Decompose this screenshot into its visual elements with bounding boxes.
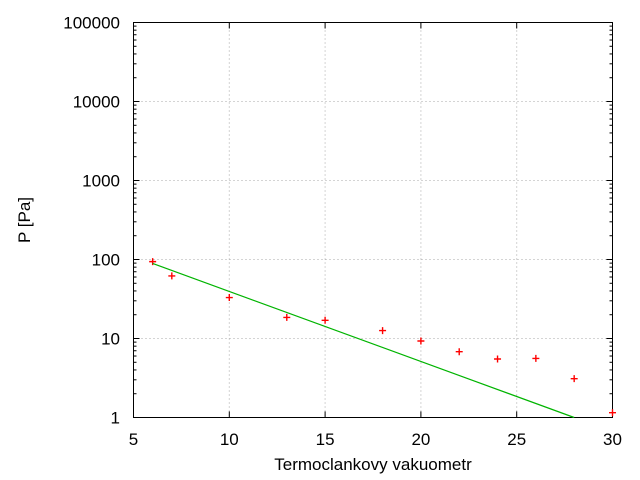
gridlines bbox=[133, 22, 613, 418]
data-point-marker bbox=[379, 327, 387, 335]
data-point-marker bbox=[321, 316, 329, 324]
data-point-marker bbox=[283, 313, 291, 321]
data-series bbox=[149, 258, 616, 419]
x-tick-label: 20 bbox=[411, 430, 430, 449]
fit-line bbox=[152, 262, 575, 419]
y-tick-labels: 1 10 100 1000 10000 100000 bbox=[63, 14, 120, 428]
axis-ticks bbox=[133, 22, 613, 418]
plot-frame bbox=[133, 22, 613, 418]
y-tick-label: 100 bbox=[92, 251, 120, 270]
x-tick-label: 5 bbox=[129, 430, 138, 449]
x-tick-labels: 5 10 15 20 25 30 bbox=[129, 430, 622, 449]
x-tick-label: 10 bbox=[220, 430, 239, 449]
y-tick-label: 10000 bbox=[73, 93, 120, 112]
data-point-marker bbox=[494, 355, 502, 363]
data-point-marker bbox=[609, 409, 616, 417]
data-point-marker bbox=[455, 348, 463, 356]
y-tick-label: 100000 bbox=[63, 14, 120, 33]
y-tick-label: 10 bbox=[101, 330, 120, 349]
data-point-marker bbox=[225, 294, 233, 302]
plot-border bbox=[133, 22, 613, 418]
x-axis-title: Termoclankovy vakuometr bbox=[274, 455, 472, 474]
data-point-marker bbox=[570, 375, 578, 383]
x-tick-label: 30 bbox=[603, 430, 622, 449]
data-point-marker bbox=[532, 354, 540, 362]
y-axis-title: P [Pa] bbox=[15, 197, 34, 243]
y-tick-label: 1000 bbox=[82, 172, 120, 191]
data-point-marker bbox=[417, 337, 425, 345]
data-point-marker bbox=[168, 272, 176, 280]
x-tick-label: 15 bbox=[316, 430, 335, 449]
x-tick-label: 25 bbox=[507, 430, 526, 449]
y-tick-label: 1 bbox=[111, 409, 120, 428]
